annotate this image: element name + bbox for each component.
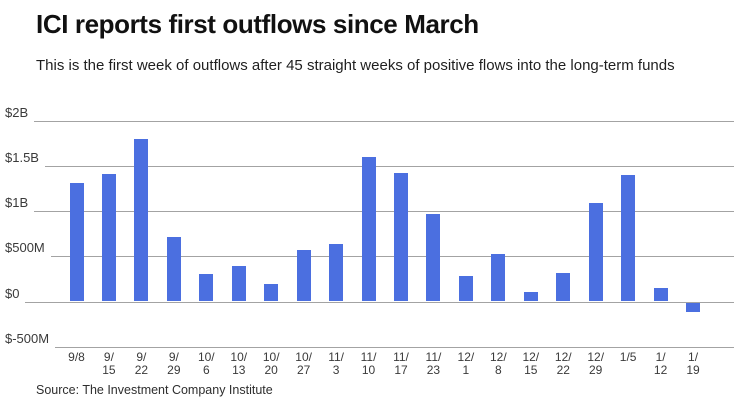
bar [394, 172, 408, 302]
y-axis-tick-label: $-500M [5, 330, 50, 346]
bar [264, 284, 279, 302]
y-axis-tick-label: $1.5B [5, 149, 39, 165]
x-axis-tick-label: 11/17 [393, 350, 409, 377]
y-axis-tick-label: $2B [5, 104, 29, 120]
gridline [34, 120, 734, 122]
y-axis-tick-label: $0 [5, 285, 20, 301]
source-note: Source: The Investment Company Institute [36, 383, 273, 397]
bar [556, 272, 571, 302]
bar [101, 174, 116, 302]
bar [621, 174, 636, 302]
bar [231, 266, 246, 302]
x-axis-tick-label: 1/5 [619, 350, 637, 364]
y-axis-tick-label: $1B [5, 195, 29, 211]
x-axis-tick-label: 1/12 [653, 350, 668, 377]
bar [458, 276, 473, 302]
chart-subtitle: This is the first week of outflows after… [36, 57, 675, 74]
x-axis-tick-label: 12/1 [457, 350, 475, 377]
x-axis-tick-label: 10/20 [262, 350, 280, 377]
x-axis-tick-label: 9/8 [68, 350, 85, 364]
y-axis-tick-label: $500M [5, 240, 45, 256]
x-axis-tick-label: 9/15 [102, 350, 116, 377]
x-axis-tick-label: 12/15 [522, 350, 540, 377]
x-axis-tick-label: 9/29 [167, 350, 181, 377]
x-axis-tick-label: 11/23 [425, 350, 442, 377]
bar [134, 138, 149, 302]
gridline-row: $1B [5, 195, 734, 213]
bar [69, 183, 84, 302]
bar [166, 237, 181, 302]
bar [491, 254, 506, 302]
x-axis-tick-label: 11/10 [360, 350, 377, 377]
bar [653, 287, 668, 302]
x-axis-tick-label: 1/19 [686, 350, 700, 377]
bar [523, 291, 538, 302]
x-axis-tick-label: 10/13 [230, 350, 248, 377]
x-axis-tick-label: 12/8 [490, 350, 507, 377]
x-axis-tick-label: 12/22 [554, 350, 572, 377]
gridline [50, 255, 734, 258]
bar [296, 249, 311, 302]
bar [199, 274, 214, 302]
x-axis-tick-label: 11/3 [328, 350, 344, 377]
bar [588, 202, 603, 302]
x-axis-tick-label: 10/6 [197, 350, 215, 377]
gridline-row: $1.5B [5, 150, 734, 167]
bar [329, 243, 344, 302]
gridline-row: $500M [5, 240, 734, 258]
x-axis-tick-label: 9/22 [134, 350, 149, 377]
bar [361, 157, 376, 302]
x-axis-tick-label: 10/27 [295, 350, 312, 377]
gridline-row: $2B [5, 105, 734, 122]
gridline [34, 210, 734, 213]
gridline [55, 346, 734, 348]
gridline-row: $-500M [5, 331, 734, 348]
gridline [44, 165, 734, 167]
bar [426, 213, 441, 302]
x-axis-tick-label: 12/29 [587, 350, 605, 377]
gridline [25, 301, 734, 303]
gridline-row: $0 [5, 286, 734, 303]
bar [686, 302, 701, 313]
chart-title: ICI reports first outflows since March [36, 9, 479, 39]
